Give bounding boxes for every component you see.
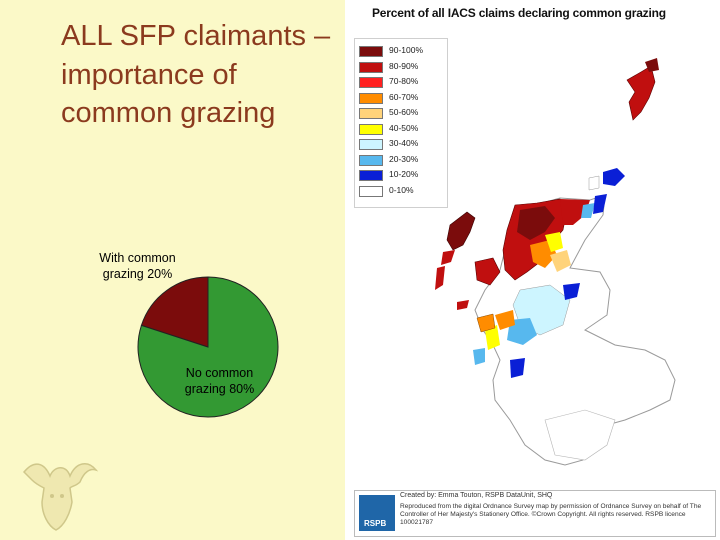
- slide-title: ALL SFP claimants – importance of common…: [61, 20, 331, 129]
- pie-chart: With common grazing 20% No common grazin…: [80, 245, 320, 435]
- legend-swatch: [359, 46, 383, 57]
- pie-slice-with-common-grazing: [140, 276, 209, 348]
- legend-label: 10-20%: [389, 169, 419, 179]
- pie-label-with-common-grazing: With common grazing 20%: [99, 251, 176, 281]
- map-credit: RSPB Created by: Emma Touton, RSPB DataU…: [354, 490, 716, 537]
- legend-label: 90-100%: [389, 45, 424, 55]
- map-region-caithness: [593, 194, 607, 214]
- legend-swatch: [359, 61, 383, 73]
- map-western-isles-uist: [435, 266, 445, 290]
- map-skye: [474, 257, 501, 286]
- map-region-light-orange: [550, 250, 571, 272]
- map-region-north-coast: [560, 199, 590, 225]
- legend-label: 30-40%: [389, 138, 419, 148]
- map-tiree: [457, 300, 469, 310]
- map-region-yellow: [545, 232, 563, 252]
- legend-swatch: [359, 92, 383, 104]
- map-shetland-north: [645, 58, 659, 72]
- legend-swatch: [359, 139, 383, 150]
- legend-label: 80-90%: [389, 60, 419, 71]
- legend-item: 80-90%: [355, 60, 447, 74]
- map-orkney: [603, 168, 625, 186]
- legend-item: 10-20%: [355, 168, 447, 182]
- map-region-moray-blue: [563, 283, 580, 300]
- credit-created-by: Created by: Emma Touton, RSPB DataUnit, …: [400, 492, 553, 499]
- pie-svg: [137, 276, 279, 418]
- legend-swatch: [359, 108, 383, 119]
- legend-item: 40-50%: [355, 122, 447, 136]
- legend-label: 50-60%: [389, 107, 419, 117]
- rspb-logo: RSPB: [359, 495, 395, 531]
- legend-label: 20-30%: [389, 153, 419, 164]
- map-western-isles-lewis: [446, 211, 476, 251]
- map-orkney-white: [588, 175, 600, 191]
- highland-cow-logo: [14, 452, 102, 534]
- legend-label: 70-80%: [389, 76, 419, 86]
- map-region-argyll-yellow: [485, 325, 500, 350]
- legend-swatch: [359, 77, 383, 88]
- legend-item: 20-30%: [355, 153, 447, 167]
- legend-label: 40-50%: [389, 122, 419, 133]
- pie-slice-no-common-grazing: [137, 276, 279, 418]
- map-legend: 90-100% 80-90% 70-80% 60-70% 50-60% 40-50% 30-…: [354, 38, 448, 208]
- legend-item: 70-80%: [355, 75, 447, 89]
- legend-swatch: [359, 170, 383, 181]
- legend-swatch: [359, 185, 383, 197]
- legend-item: 90-100%: [355, 44, 447, 58]
- map-region-nw-darkred: [517, 206, 555, 240]
- map-islay: [473, 348, 485, 365]
- legend-label: 60-70%: [389, 91, 419, 102]
- map-region-argyll-orange: [495, 310, 515, 330]
- map-southern-uplands: [544, 409, 616, 461]
- legend-swatch: [359, 154, 383, 166]
- credit-reproduction-notice: Reproduced from the digital Ordnance Sur…: [400, 503, 702, 527]
- legend-item: 30-40%: [355, 137, 447, 151]
- rspb-logo-text: RSPB: [364, 519, 387, 528]
- legend-swatch: [359, 123, 383, 135]
- map-region-southwest-blue: [510, 358, 525, 378]
- legend-item: 60-70%: [355, 91, 447, 105]
- legend-label: 0-10%: [389, 184, 414, 195]
- legend-item: 0-10%: [355, 184, 447, 198]
- map-title: Percent of all IACS claims declaring com…: [372, 6, 666, 20]
- scotland-map: [435, 58, 676, 466]
- map-region-north-blue: [581, 203, 595, 218]
- map-shetland: [626, 65, 656, 121]
- map-mull: [476, 313, 496, 333]
- pie-label-no-common-grazing: No common grazing 80%: [184, 366, 255, 396]
- map-western-isles-harris: [441, 250, 455, 265]
- legend-item: 50-60%: [355, 106, 447, 120]
